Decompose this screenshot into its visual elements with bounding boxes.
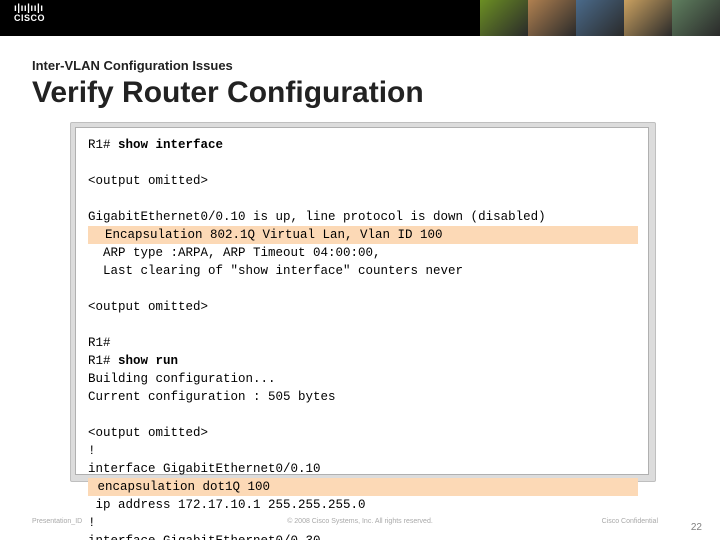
terminal-output: R1# show interface <output omitted> Giga… [75,127,649,475]
terminal-line: <output omitted> [88,172,638,190]
terminal-line [88,154,638,172]
terminal-line: R1# [88,334,638,352]
cisco-logo: ı|ıı|ıı|ı CISCO [14,4,45,23]
footer-confidential: Cisco Confidential [602,518,658,525]
header-photo [624,0,672,36]
terminal-line [88,316,638,334]
terminal-line: ARP type :ARPA, ARP Timeout 04:00:00, [88,244,638,262]
terminal-frame: R1# show interface <output omitted> Giga… [70,122,656,482]
terminal-line: interface GigabitEthernet0/0.10 [88,460,638,478]
terminal-line: GigabitEthernet0/0.10 is up, line protoc… [88,208,638,226]
terminal-line: R1# show interface [88,136,638,154]
terminal-line: Building configuration... [88,370,638,388]
slide-title: Verify Router Configuration [32,76,424,110]
footer-page-number: 22 [691,522,702,533]
slide-subtitle: Inter-VLAN Configuration Issues [32,58,233,73]
header-photo [672,0,720,36]
footer: Presentation_ID © 2008 Cisco Systems, In… [0,518,720,532]
header-photo [576,0,624,36]
terminal-line: Encapsulation 802.1Q Virtual Lan, Vlan I… [88,226,638,244]
terminal-line: <output omitted> [88,424,638,442]
terminal-line: encapsulation dot1Q 100 [88,478,638,496]
terminal-line: R1# show run [88,352,638,370]
terminal-line: <output omitted> [88,298,638,316]
terminal-line: Current configuration : 505 bytes [88,388,638,406]
header-photo [480,0,528,36]
terminal-line [88,190,638,208]
terminal-line [88,406,638,424]
terminal-line: interface GigabitEthernet0/0.30 [88,532,638,540]
terminal-line [88,280,638,298]
slide: ı|ıı|ıı|ı CISCO Inter-VLAN Configuration… [0,0,720,540]
terminal-line: ip address 172.17.10.1 255.255.255.0 [88,496,638,514]
photo-strip [480,0,720,36]
top-bar: ı|ıı|ıı|ı CISCO [0,0,720,36]
logo-text: CISCO [14,14,45,23]
terminal-line: Last clearing of "show interface" counte… [88,262,638,280]
header-photo [528,0,576,36]
terminal-line: ! [88,442,638,460]
